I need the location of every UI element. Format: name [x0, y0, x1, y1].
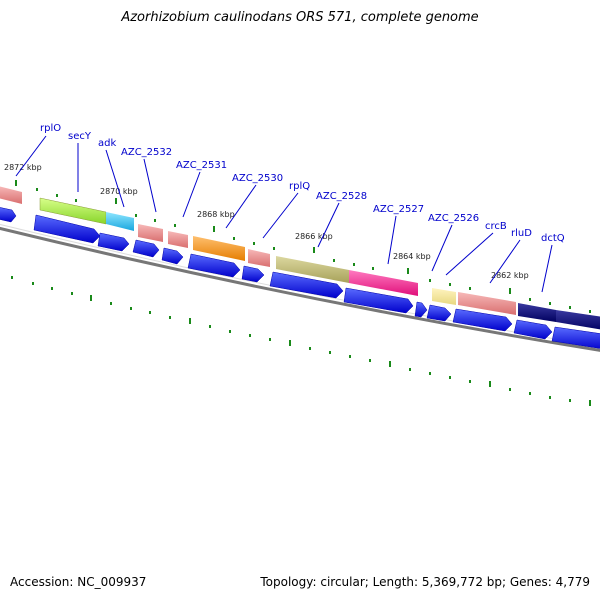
gene-label-rplQ[interactable]: rplQ [289, 181, 310, 192]
gene-arrow[interactable] [0, 207, 17, 223]
gene-label-crcB[interactable]: crcB [485, 221, 507, 232]
gene-arrow[interactable] [161, 247, 184, 265]
lower-tick-row [11, 276, 591, 406]
gene-label-rplO[interactable]: rplO [40, 123, 61, 134]
kbp-label: 2862 kbp [491, 271, 529, 280]
feature-block-AZC_2531[interactable] [168, 231, 188, 248]
feature-block-AZC_2528[interactable] [276, 256, 349, 283]
map-title: Azorhizobium caulinodans ORS 571, comple… [121, 10, 479, 25]
gene-label-AZC_2531[interactable]: AZC_2531 [176, 160, 227, 171]
feature-block-AZC_2532[interactable] [138, 224, 163, 242]
gene-arrow[interactable] [414, 301, 428, 318]
feature-block-AZC_2527[interactable] [349, 270, 418, 296]
gene-label-AZC_2530[interactable]: AZC_2530 [232, 173, 283, 184]
gene-label-adk[interactable]: adk [98, 138, 116, 149]
kbp-label: 2866 kbp [295, 232, 333, 241]
gene-arrows [0, 207, 600, 350]
feature-block-AZC_2530[interactable] [193, 236, 245, 261]
leader-lines [15, 135, 553, 293]
gene-arrow[interactable] [241, 265, 265, 283]
feature-block-rplO[interactable] [0, 186, 22, 204]
gene-arrow[interactable] [33, 214, 101, 244]
kbp-label: 2864 kbp [393, 252, 431, 261]
gene-label-secY[interactable]: secY [68, 131, 92, 142]
gene-label-AZC_2527[interactable]: AZC_2527 [373, 204, 424, 215]
gene-label-rluD[interactable]: rluD [511, 228, 532, 239]
feature-block-rplQ[interactable] [248, 249, 270, 267]
genome-summary-text: Topology: circular; Length: 5,369,772 bp… [260, 575, 590, 589]
gene-arrow[interactable] [187, 253, 241, 278]
gene-label-AZC_2532[interactable]: AZC_2532 [121, 147, 172, 158]
accession-text: Accession: NC_009937 [10, 575, 147, 589]
gene-label-AZC_2528[interactable]: AZC_2528 [316, 191, 367, 202]
feature-block-adk[interactable] [106, 212, 134, 231]
feature-block-rluD[interactable] [518, 303, 556, 322]
upper-tick-row [15, 180, 591, 313]
gene-arrow[interactable] [513, 319, 553, 340]
gene-label-AZC_2526[interactable]: AZC_2526 [428, 213, 479, 224]
feature-block-crcB[interactable] [458, 292, 516, 315]
gene-labels: rplO secY adk AZC_2532 AZC_2531 AZC_2530… [40, 123, 565, 244]
gene-arrow[interactable] [97, 232, 130, 252]
gene-arrow[interactable] [426, 304, 452, 322]
feature-block-dctQ[interactable] [556, 310, 600, 331]
gene-label-dctQ[interactable]: dctQ [541, 233, 565, 244]
gene-arrow[interactable] [343, 287, 414, 314]
kbp-label: 2868 kbp [197, 210, 235, 219]
gene-arrow[interactable] [452, 308, 513, 332]
gene-arrow[interactable] [269, 271, 344, 299]
feature-block-AZC_2526[interactable] [432, 288, 456, 305]
gene-arrow[interactable] [132, 239, 160, 258]
gene-arrow[interactable] [551, 326, 600, 350]
feature-blocks [0, 186, 600, 331]
